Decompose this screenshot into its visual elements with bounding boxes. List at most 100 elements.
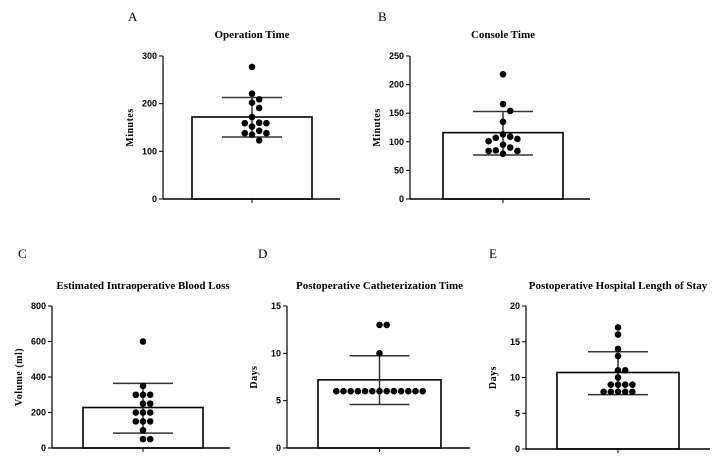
y-tick-label: 600 [31, 337, 46, 347]
data-point [139, 382, 147, 390]
data-point [614, 331, 622, 338]
data-point [248, 131, 256, 138]
data-point [241, 119, 249, 127]
data-point [361, 387, 369, 395]
data-point [499, 100, 507, 108]
data-point [383, 321, 391, 329]
data-point [614, 381, 622, 388]
panel-a: A Operation Time Minutes 0 100 200 300 [125, 9, 340, 204]
y-tick-label: 5 [515, 408, 520, 418]
y-tick-label: 100 [389, 137, 404, 147]
data-point [146, 391, 154, 399]
data-point [397, 387, 405, 395]
data-point [506, 144, 514, 151]
y-tick-label: 15 [510, 337, 520, 347]
data-point [139, 418, 147, 425]
data-point [139, 338, 147, 345]
y-tick-label: 0 [276, 443, 281, 453]
y-tick-label: 0 [515, 444, 520, 454]
data-point [492, 134, 500, 142]
data-point [506, 133, 514, 140]
data-point [390, 387, 398, 395]
data-point [263, 119, 270, 127]
data-point [132, 418, 140, 425]
data-point [514, 147, 521, 155]
chart-title: Console Time [471, 29, 535, 41]
y-tick-label: 20 [510, 301, 520, 311]
data-point [139, 435, 147, 443]
data-point [248, 123, 256, 130]
data-point [255, 127, 263, 135]
y-tick-label: 100 [142, 146, 157, 156]
data-point [248, 63, 256, 71]
y-axis-label: Volume (ml) [14, 348, 25, 406]
data-point [132, 409, 140, 416]
data-point [139, 409, 147, 416]
data-point [412, 387, 419, 395]
data-point [614, 367, 622, 374]
data-point [255, 96, 263, 103]
data-point [499, 150, 507, 158]
data-point [600, 388, 607, 396]
data-point [629, 388, 636, 396]
data-point [621, 367, 629, 374]
y-tick-label: 800 [31, 301, 46, 311]
y-axis-label: Days [488, 366, 499, 389]
data-point [241, 129, 249, 137]
y-tick-label: 200 [142, 99, 157, 109]
data-point [139, 391, 147, 399]
panel-letter: C [18, 246, 27, 261]
data-point [263, 129, 270, 137]
data-point [607, 381, 615, 388]
data-point [146, 435, 154, 443]
panel-d: D Postoperative Catheterization Time Days 0… [249, 246, 470, 453]
panel-b: B Console Time Minutes 0 50 100 150 200 250 [372, 9, 590, 204]
data-point [485, 147, 492, 155]
y-tick-label: 0 [41, 443, 46, 453]
y-axis-label: Minutes [125, 108, 136, 147]
y-tick-label: 0 [399, 194, 404, 204]
y-tick-label: 10 [510, 373, 520, 383]
data-point [376, 321, 383, 329]
data-point [514, 135, 521, 143]
data-point [255, 119, 263, 127]
panel-letter: D [258, 246, 267, 261]
data-point [499, 118, 507, 126]
data-point [614, 388, 622, 396]
data-point [614, 352, 622, 360]
data-point [139, 400, 147, 407]
chart-title: Estimated Intraoperative Blood Loss [56, 280, 230, 292]
y-tick-label: 10 [271, 348, 281, 358]
y-tick-label: 250 [389, 51, 404, 61]
panel-letter: B [378, 9, 387, 24]
y-tick-label: 200 [31, 408, 46, 418]
y-tick-label: 150 [389, 108, 404, 118]
chart-title: Postoperative Hospital Length of Stay [529, 280, 708, 292]
data-point [506, 107, 514, 115]
y-axis-label: Days [249, 365, 260, 388]
data-point [485, 137, 492, 145]
data-point [499, 71, 507, 78]
chart-title: Operation Time [214, 29, 289, 41]
panel-letter: A [128, 9, 138, 24]
data-point [614, 374, 622, 381]
data-point [492, 147, 500, 154]
data-point [146, 400, 154, 407]
y-tick-label: 300 [142, 51, 157, 61]
data-point [499, 141, 507, 148]
data-point [340, 387, 347, 395]
y-tick-label: 50 [394, 165, 404, 175]
data-point [376, 387, 383, 395]
data-point [621, 381, 629, 388]
data-point [146, 418, 154, 425]
data-point [405, 387, 412, 395]
data-point [629, 381, 636, 388]
data-point [614, 324, 622, 331]
data-point [255, 104, 263, 112]
data-point [614, 345, 622, 353]
y-tick-label: 0 [152, 194, 157, 204]
data-point [139, 426, 147, 434]
data-point [607, 388, 615, 396]
data-point [621, 388, 629, 396]
